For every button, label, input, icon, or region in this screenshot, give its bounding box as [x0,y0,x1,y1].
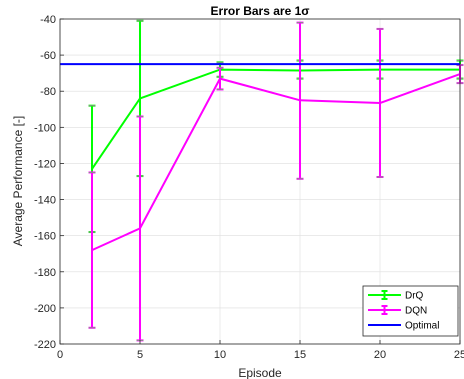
y-tick-label: -200 [34,303,56,315]
series-line-drq [91,68,460,170]
y-tick-label: -120 [34,158,56,170]
y-tick-label: -100 [34,122,56,134]
legend-entry-optimal: Optimal [368,321,439,332]
legend-label-dqn: DQN [405,306,427,317]
y-tick-label: -220 [34,339,56,351]
y-tick-label: -180 [34,267,56,279]
legend-label-drq: DrQ [405,291,424,302]
x-tick-label: 5 [137,349,143,361]
y-tick-label: -40 [40,14,56,26]
series-line-dqn [91,73,461,252]
x-tick-label: 25 [454,349,464,361]
y-axis-label: Average Performance [-] [11,116,25,247]
x-tick-label: 0 [57,349,63,361]
y-tick-label: -60 [40,50,56,62]
y-tick-label: -160 [34,231,56,243]
x-tick-label: 10 [214,349,226,361]
series-layer [60,19,464,342]
ticks: 0 5 10 15 20 25 -220 -200 -180 -160 -140 -120 -100 -8… [34,14,464,361]
y-tick-label: -140 [34,195,56,207]
legend: DrQ DQN Optimal [362,285,459,337]
x-axis-label: Episode [238,366,282,379]
plot-frame [59,18,461,345]
legend-entry-dqn: DQN [368,305,427,317]
legend-label-optimal: Optimal [405,321,439,332]
x-tick-label: 15 [294,349,306,361]
y-tick-label: -80 [40,86,56,98]
legend-entry-drq: DrQ [368,290,424,302]
x-tick-label: 20 [374,349,386,361]
chart-title: Error Bars are 1σ [211,4,310,18]
